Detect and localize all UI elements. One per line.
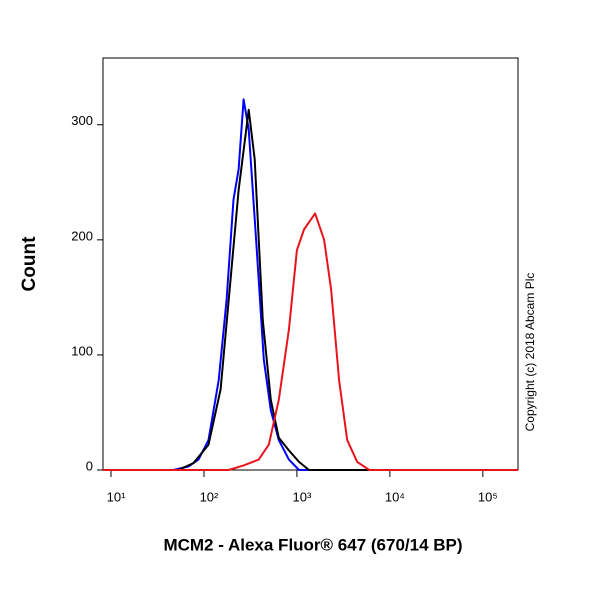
y-tick-label: 300 (71, 113, 93, 128)
x-tick-label: 10² (200, 489, 219, 504)
x-tick-label: 10⁴ (385, 489, 405, 504)
histogram-line (103, 98, 518, 471)
histogram-line (103, 108, 518, 471)
copyright-note: Copyright (c) 2018 Abcam Plc (523, 273, 537, 432)
plot-frame (102, 57, 519, 471)
histogram-line (103, 212, 518, 471)
y-tick-label: 200 (71, 228, 93, 243)
x-tick-label: 10³ (293, 489, 312, 504)
y-tick-label: 100 (71, 343, 93, 358)
x-axis-label: MCM2 - Alexa Fluor® 647 (670/14 BP) (163, 535, 462, 554)
y-axis-label: Count (19, 236, 40, 292)
y-tick-label: 0 (86, 458, 93, 473)
x-tick-label: 10¹ (107, 489, 126, 504)
x-tick-label: 10⁵ (478, 489, 498, 504)
